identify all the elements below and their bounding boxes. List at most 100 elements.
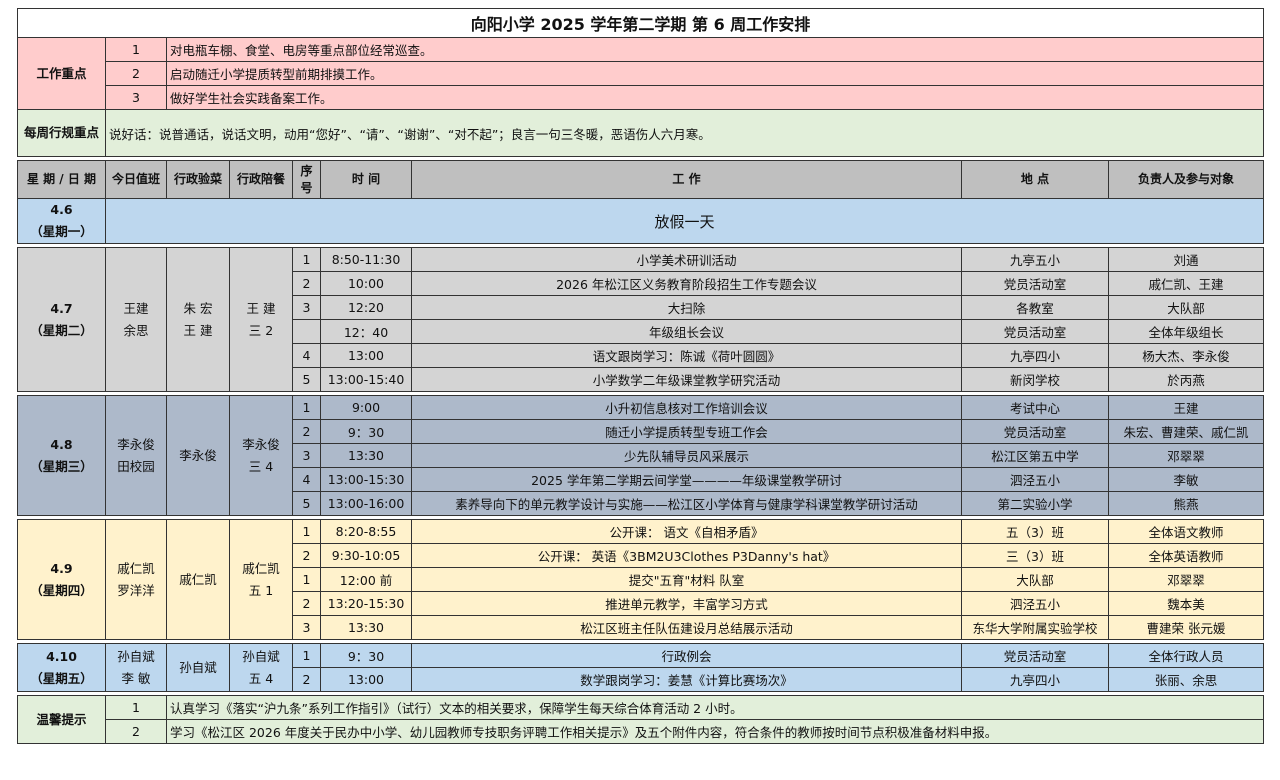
day-date: 4.8 [50,436,73,452]
event-work: 小学数学二年级课堂教学研究活动 [411,367,962,392]
seq-number: 1 [292,519,321,544]
event-time: 9：30 [320,643,412,668]
seq-number: 2 [292,543,321,568]
event-person: 张丽、余思 [1107,667,1265,692]
tips-text: 学习《松江区 2026 年度关于民办中小学、幼儿园教师专技职务评聘工作相关提示》… [165,719,1265,744]
event-work: 公开课： 语文《自相矛盾》 [411,519,962,544]
schedule-row: 4 13:00-15:30 2025 学年第二学期云间学堂————年级课堂教学研讨泗… [18,467,1265,492]
schedule-row: 2 13:00 数学跟岗学习：姜慧《计算比赛场次》 九亭四小 张丽、余思 [18,667,1265,692]
event-work: 2025 学年第二学期云间学堂————年级课堂教学研讨 [411,467,962,492]
event-place: 泗泾五小 [961,467,1109,492]
schedule-row: 2 13:20-15:30 推进单元教学，丰富学习方式 泗泾五小 魏本美 [18,591,1265,616]
event-person: 全体英语教师 [1107,543,1265,568]
event-time: 9:00 [320,395,412,420]
seq-number: 1 [292,643,321,668]
tips-number: 2 [105,719,167,744]
tips-label: 温馨提示 [17,695,106,744]
weekly-text: 说好话：说普通话，说话文明，动用“您好”、“请”、“谢谢”、“对不起”；良言一句… [104,109,1265,157]
meal-inspector: 孙自斌 [166,643,230,692]
schedule-row: 4.8 （星期三） 李永俊 田校园 李永俊 李永俊 三 4 1 9:00 小升初信息核对工作培… [17,395,1265,516]
holiday-text: 放假一天 [104,198,1265,244]
event-work: 推进单元教学，丰富学习方式 [411,591,962,616]
seq-number: 4 [292,467,321,492]
seq-number: 2 [292,271,321,296]
event-time: 13:30 [320,615,412,640]
event-time: 13:00-15:40 [320,367,412,392]
event-person: 王建 [1107,395,1265,420]
event-person: 朱宏、曹建荣、戚仁凯 [1107,419,1265,444]
event-person: 熊燕 [1107,491,1265,516]
schedule-row: 3 12:20 大扫除 各教室 大队部 [18,295,1265,320]
event-person: 刘通 [1107,247,1265,272]
day-date: 4.6 [50,202,73,217]
focus-row: 工作重点 1 对电瓶车棚、食堂、电房等重点部位经常巡查。 [17,37,1265,110]
event-place: 九亭四小 [961,343,1109,368]
seq-number: 2 [292,667,321,692]
day-weekday: （星期二） [30,322,93,338]
title-row: 向阳小学 2025 学年第二学期 第 6 周工作安排 [16,8,1265,38]
seq-number: 1 [292,247,321,272]
event-work: 2026 年松江区义务教育阶段招生工作专题会议 [411,271,962,296]
seq-number: 5 [292,367,321,392]
schedule-row: 3 13:30 少先队辅导员风采展示 松江区第五中学 邓翠翠 [18,443,1265,468]
event-work: 大扫除 [411,295,962,320]
event-person: 全体行政人员 [1107,643,1265,668]
seq-number: 3 [292,615,321,640]
event-person: 於丙燕 [1107,367,1265,392]
event-place: 第二实验小学 [961,491,1109,516]
event-time: 12:00 前 [320,567,412,592]
tips-text: 认真学习《落实“沪九条”系列工作指引》（试行）文本的相关要求，保障学生每天综合体… [165,695,1265,720]
event-place: 各教室 [961,295,1109,320]
event-place: 泗泾五小 [961,591,1109,616]
meal-companion: 孙自斌 五 4 [229,643,293,692]
event-work: 公开课： 英语《3BM2U3Clothes P3Danny's hat》 [411,543,962,568]
tips-row: 温馨提示 1 认真学习《落实“沪九条”系列工作指引》（试行）文本的相关要求，保障学生… [17,695,1265,744]
day-label: 4.7 （星期二） [17,247,106,392]
schedule-row: 4.7 （星期二） 王建 余思朱 宏 王 建王 建 三 2 1 8:50-11:30 小学… [17,247,1265,392]
seq-number: 3 [292,443,321,468]
column-header: 时 间 [320,160,412,199]
event-place: 松江区第五中学 [961,443,1109,468]
event-time: 12:20 [320,295,412,320]
schedule-row: 4 13:00 语文跟岗学习：陈诚《荷叶圆圆》 九亭四小 杨大杰、李永俊 [18,343,1265,368]
column-header: 序号 [292,160,321,199]
meal-inspector: 朱 宏 王 建 [166,247,230,392]
header-row: 星 期 / 日 期今日值班 行政验菜 行政陪餐 序号时 间工 作地 点负责人及参与对象 [17,160,1265,199]
seq-number: 2 [292,419,321,444]
focus-number: 3 [105,85,167,110]
event-place: 党员活动室 [961,419,1109,444]
duty-person: 李永俊 田校园 [105,395,167,516]
event-time: 13:00 [320,667,412,692]
column-header: 工 作 [411,160,962,199]
meal-inspector: 李永俊 [166,395,230,516]
event-place: 党员活动室 [961,271,1109,296]
event-person: 杨大杰、李永俊 [1107,343,1265,368]
event-person: 曹建荣 张元媛 [1107,615,1265,640]
day-date: 4.7 [50,300,73,316]
event-place: 三（3）班 [961,543,1109,568]
event-time: 10:00 [320,271,412,296]
column-header: 行政验菜 [166,160,230,199]
event-person: 戚仁凯、王建 [1107,271,1265,296]
day-weekday: （星期三） [30,458,93,474]
duty-person: 孙自斌 李 敏 [105,643,167,692]
weekly-label: 每周行规重点 [17,109,106,157]
event-time: 13:00-15:30 [320,467,412,492]
focus-number: 1 [105,37,167,62]
event-time: 9:30-10:05 [320,543,412,568]
event-work: 小升初信息核对工作培训会议 [411,395,962,420]
focus-row: 3 做好学生社会实践备案工作。 [18,85,1265,110]
column-header: 星 期 / 日 期 [17,160,106,199]
seq-number: 5 [292,491,321,516]
weekly-row: 每周行规重点 说好话：说普通话，说话文明，动用“您好”、“请”、“谢谢”、“对不起… [17,109,1265,157]
page-title: 向阳小学 2025 学年第二学期 第 6 周工作安排 [16,8,1265,38]
schedule-row: 4.10 （星期五） 孙自斌 李 敏孙自斌 孙自斌 五 4 1 9：30 行政例会 党员活动室… [17,643,1265,692]
focus-label: 工作重点 [17,37,106,110]
event-time: 13:20-15:30 [320,591,412,616]
event-person: 邓翠翠 [1107,443,1265,468]
column-header: 今日值班 [105,160,167,199]
focus-text: 做好学生社会实践备案工作。 [165,85,1265,110]
day-label: 4.10 （星期五） [17,643,106,692]
event-person: 魏本美 [1107,591,1265,616]
schedule-row: 2 9:30-10:05 公开课： 英语《3BM2U3Clothes P3Danny… [18,543,1265,568]
